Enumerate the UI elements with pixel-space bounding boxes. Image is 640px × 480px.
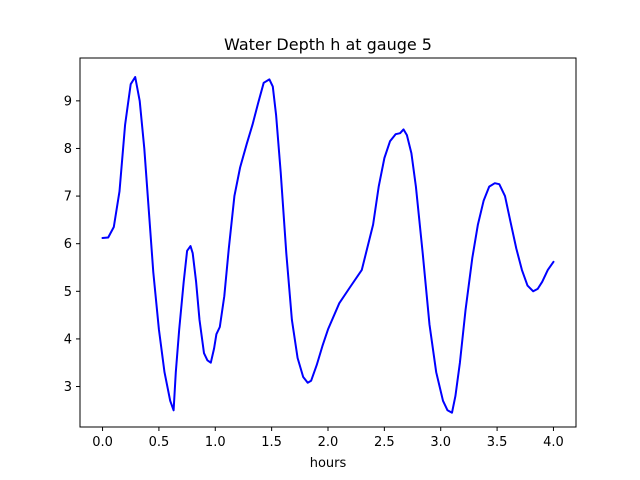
x-tick-label: 0.5	[149, 435, 170, 450]
y-tick-label: 7	[64, 190, 72, 205]
x-tick-label: 1.0	[205, 435, 226, 450]
plot-area: 0.0 0.5 1.0 1.5 2.0 2.5 3.0 3.5 4.0 3 4 5 6 7 8 9	[64, 57, 577, 450]
y-tick-label: 9	[64, 94, 72, 109]
y-tick-label: 6	[64, 237, 72, 252]
x-tick-label: 4.0	[543, 435, 564, 450]
y-tick-label: 8	[64, 142, 72, 157]
y-tick-label: 3	[64, 380, 72, 395]
y-tick-label: 4	[64, 332, 72, 347]
x-tick-label: 3.5	[487, 435, 508, 450]
series-line-0	[101, 76, 555, 414]
chart-title: Water Depth h at gauge 5	[224, 35, 432, 54]
x-tick-label: 0.0	[92, 435, 113, 450]
x-tick-label: 2.0	[318, 435, 339, 450]
y-tick-label: 5	[64, 285, 72, 300]
x-tick-label: 2.5	[374, 435, 395, 450]
x-axis-label: hours	[310, 456, 347, 471]
x-tick-label: 1.5	[261, 435, 282, 450]
x-tick-label: 3.0	[430, 435, 451, 450]
